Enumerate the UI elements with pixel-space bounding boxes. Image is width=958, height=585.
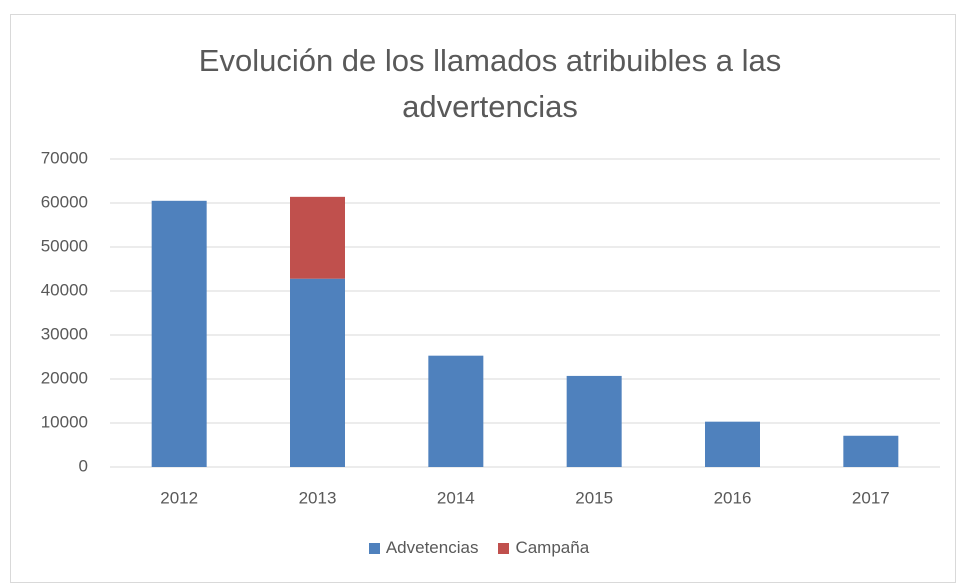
chart-title: Evolución de los llamados atribuibles a …	[198, 43, 782, 124]
chart-frame	[10, 14, 956, 583]
bar-segment	[843, 435, 899, 467]
x-tick-label: 2012	[160, 488, 198, 507]
legend-item: Advetencias	[368, 538, 479, 558]
x-tick-label: 2016	[714, 488, 752, 507]
y-tick-label: 50000	[41, 236, 88, 255]
x-tick-label: 2015	[575, 488, 613, 507]
y-tick-label: 60000	[41, 192, 88, 211]
bar-segment	[290, 278, 345, 467]
x-tick-label: 2013	[299, 488, 337, 507]
bar-segment	[151, 200, 207, 468]
y-tick-label: 20000	[41, 368, 88, 387]
y-tick-label: 30000	[41, 324, 88, 343]
legend: Advetencias Campaña	[0, 538, 958, 558]
bar-segment	[705, 421, 760, 467]
bar-segment	[566, 375, 622, 467]
y-tick-label: 0	[79, 456, 88, 475]
legend-label: Campaña	[515, 538, 590, 557]
legend-item: Campaña	[498, 538, 589, 558]
x-tick-label: 2014	[437, 488, 475, 507]
bar-segment	[290, 196, 345, 279]
legend-swatch	[498, 542, 510, 554]
y-tick-label: 10000	[41, 412, 88, 431]
legend-swatch	[368, 542, 380, 554]
y-tick-label: 70000	[41, 148, 88, 167]
y-tick-label: 40000	[41, 280, 88, 299]
bar-segment	[428, 355, 484, 467]
x-tick-label: 2017	[852, 488, 890, 507]
legend-label: Advetencias	[385, 538, 479, 557]
